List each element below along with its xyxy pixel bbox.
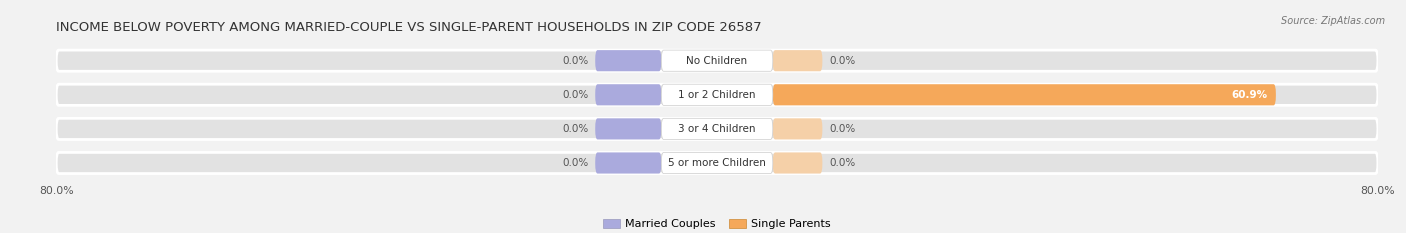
FancyBboxPatch shape [661, 50, 773, 71]
Text: 3 or 4 Children: 3 or 4 Children [678, 124, 756, 134]
Text: 0.0%: 0.0% [562, 158, 589, 168]
FancyBboxPatch shape [595, 50, 661, 71]
Text: 0.0%: 0.0% [830, 124, 855, 134]
Legend: Married Couples, Single Parents: Married Couples, Single Parents [603, 219, 831, 229]
Text: Source: ZipAtlas.com: Source: ZipAtlas.com [1281, 16, 1385, 26]
FancyBboxPatch shape [773, 118, 823, 140]
Text: 1 or 2 Children: 1 or 2 Children [678, 90, 756, 100]
Text: 0.0%: 0.0% [562, 124, 589, 134]
FancyBboxPatch shape [56, 118, 1378, 140]
Text: 0.0%: 0.0% [562, 56, 589, 66]
FancyBboxPatch shape [773, 50, 823, 71]
FancyBboxPatch shape [595, 152, 661, 174]
Text: INCOME BELOW POVERTY AMONG MARRIED-COUPLE VS SINGLE-PARENT HOUSEHOLDS IN ZIP COD: INCOME BELOW POVERTY AMONG MARRIED-COUPL… [56, 21, 762, 34]
Text: 0.0%: 0.0% [562, 90, 589, 100]
Text: 60.9%: 60.9% [1232, 90, 1268, 100]
FancyBboxPatch shape [661, 84, 773, 105]
FancyBboxPatch shape [773, 84, 1275, 105]
FancyBboxPatch shape [773, 152, 823, 174]
FancyBboxPatch shape [595, 118, 661, 140]
FancyBboxPatch shape [56, 152, 1378, 174]
Text: 5 or more Children: 5 or more Children [668, 158, 766, 168]
Text: No Children: No Children [686, 56, 748, 66]
FancyBboxPatch shape [56, 50, 1378, 71]
Text: 0.0%: 0.0% [830, 158, 855, 168]
FancyBboxPatch shape [595, 84, 661, 105]
Text: 0.0%: 0.0% [830, 56, 855, 66]
FancyBboxPatch shape [661, 152, 773, 174]
FancyBboxPatch shape [661, 118, 773, 140]
FancyBboxPatch shape [56, 84, 1378, 105]
